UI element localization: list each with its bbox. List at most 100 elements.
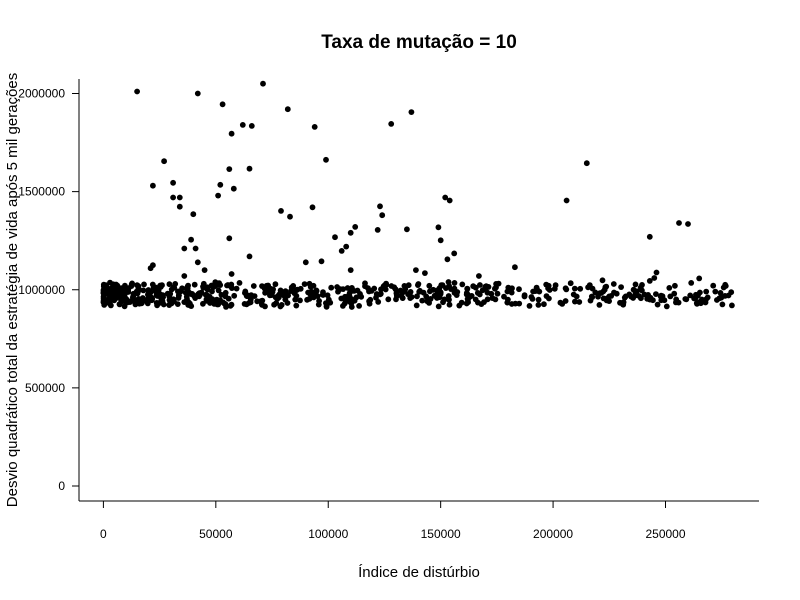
data-point — [641, 291, 648, 298]
data-point — [657, 293, 664, 300]
data-point — [666, 285, 673, 291]
data-point — [267, 292, 273, 299]
data-point — [717, 290, 724, 296]
data-point — [222, 289, 229, 296]
data-point-outlier — [476, 273, 482, 279]
data-point-outlier — [239, 122, 246, 128]
data-point — [108, 302, 114, 309]
data-point — [301, 281, 308, 287]
data-point-outlier — [352, 224, 359, 230]
data-point — [697, 289, 703, 296]
data-point — [501, 293, 507, 300]
data-point — [423, 293, 430, 300]
data-point — [722, 293, 728, 299]
data-point-outlier — [442, 194, 449, 201]
data-point — [535, 302, 542, 308]
y-tick-label: 2000000 — [18, 87, 65, 101]
data-point-outlier — [170, 179, 177, 186]
data-point — [710, 282, 717, 289]
data-point — [596, 302, 603, 308]
data-point-outlier — [188, 236, 195, 243]
data-point — [385, 296, 392, 303]
data-point — [414, 293, 420, 300]
data-point-outlier — [309, 204, 316, 211]
data-point — [477, 282, 483, 288]
data-point — [567, 280, 574, 287]
data-point — [140, 287, 147, 294]
x-axis-label: Índice de distúrbio — [358, 564, 480, 581]
data-point — [129, 280, 136, 287]
data-point — [196, 290, 203, 297]
y-tick-label: 1500000 — [18, 185, 65, 199]
data-point — [576, 299, 583, 305]
data-point-outlier — [287, 213, 293, 220]
data-point-outlier — [260, 80, 266, 87]
data-point — [229, 285, 235, 291]
data-point — [562, 285, 569, 292]
data-point — [532, 288, 539, 294]
data-point-outlier — [563, 197, 570, 204]
data-point-outlier — [696, 275, 703, 282]
data-point — [474, 290, 481, 296]
data-point — [323, 303, 330, 310]
data-point — [587, 297, 594, 304]
data-point — [192, 295, 199, 301]
data-point — [508, 289, 515, 296]
data-point — [136, 300, 143, 307]
data-point — [653, 291, 659, 297]
data-point — [358, 293, 365, 300]
data-point — [117, 290, 124, 297]
data-point — [106, 290, 113, 297]
data-point — [443, 285, 449, 291]
data-point-outlier — [278, 208, 284, 214]
data-point — [435, 303, 442, 310]
data-point-outlier — [388, 121, 395, 127]
data-point-outlier — [248, 123, 255, 129]
data-point-outlier — [437, 237, 444, 244]
data-point — [729, 302, 735, 309]
data-point-outlier — [176, 194, 183, 201]
data-point — [526, 303, 533, 309]
data-point-outlier — [246, 253, 253, 260]
data-point — [324, 292, 331, 299]
data-point — [521, 292, 528, 299]
data-point — [572, 298, 578, 305]
data-point-outlier — [181, 245, 188, 252]
data-point — [308, 288, 315, 295]
data-point — [313, 287, 320, 294]
data-point — [251, 293, 258, 299]
data-point — [209, 288, 215, 295]
data-point — [611, 289, 617, 296]
data-points — [100, 80, 735, 310]
data-point — [126, 298, 133, 305]
data-point — [672, 282, 678, 289]
x-tick-label: 200000 — [533, 527, 573, 541]
data-point — [610, 281, 617, 287]
data-point — [489, 295, 496, 301]
data-point — [468, 293, 475, 299]
data-point — [451, 280, 458, 286]
data-point-outlier — [230, 185, 237, 192]
data-point — [316, 298, 322, 304]
data-point-outlier — [228, 271, 235, 277]
data-point — [618, 284, 624, 290]
data-point — [306, 280, 313, 287]
data-point — [356, 303, 362, 309]
data-point — [227, 302, 234, 309]
data-point — [464, 286, 471, 292]
data-point — [125, 287, 131, 294]
data-point-outlier — [147, 265, 154, 272]
data-point — [492, 285, 498, 292]
data-point — [463, 300, 470, 307]
data-point — [304, 296, 310, 303]
data-point-outlier — [653, 269, 660, 276]
data-point-outlier — [194, 259, 201, 266]
data-point-outlier — [379, 212, 386, 219]
data-point — [494, 290, 501, 297]
data-point-outlier — [217, 181, 224, 188]
data-point — [598, 290, 605, 296]
y-axis-ticks: 0 500000 1000000 1500000 2000000 — [18, 87, 79, 493]
data-point — [636, 293, 642, 299]
y-tick-label: 500000 — [25, 381, 65, 395]
data-point — [345, 292, 352, 299]
